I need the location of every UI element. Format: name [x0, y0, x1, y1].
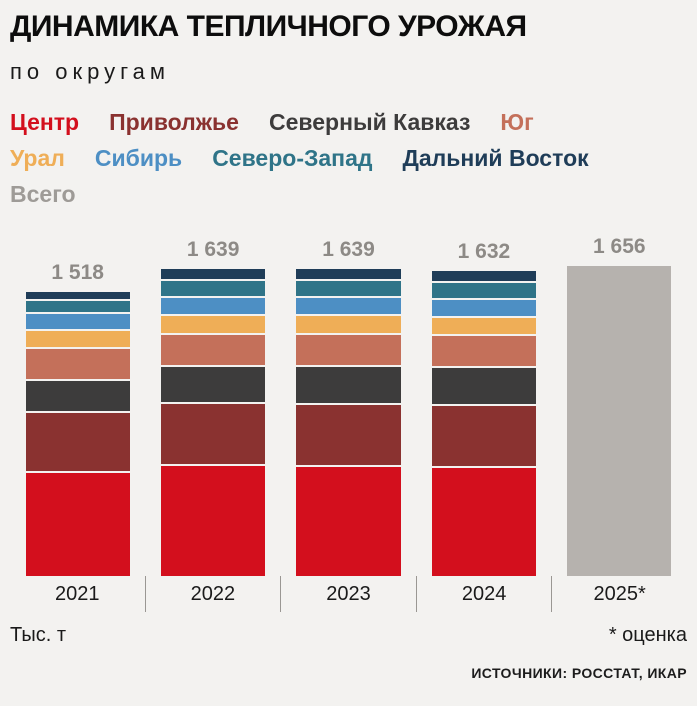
legend-item: Всего	[10, 181, 76, 207]
x-axis-label: 2024	[415, 576, 552, 612]
bar-segment	[25, 313, 130, 331]
bar-segment	[160, 315, 266, 336]
bar-segment	[160, 281, 266, 299]
legend-item: Центр	[10, 109, 80, 135]
y-axis-unit-label: Тыс. т	[10, 624, 66, 646]
legend-item: Северо-Запад	[212, 145, 373, 171]
bar-segment	[25, 291, 130, 301]
x-axis-label: 2022	[144, 576, 281, 612]
bar-segment	[160, 298, 266, 316]
bar-segment	[25, 381, 130, 414]
bar-column: 1 632	[416, 240, 551, 576]
bar-total-label: 1 656	[593, 235, 646, 258]
bar-segment	[431, 299, 537, 318]
bar-segment	[296, 315, 401, 336]
x-axis-label: 2023	[280, 576, 416, 612]
x-axis: 2021 2022 2023 2024 2025*	[10, 576, 687, 612]
bar	[25, 291, 130, 576]
x-axis-label: 2021	[55, 582, 100, 605]
page-subtitle: по округам	[10, 59, 171, 84]
estimate-note: * оценка	[608, 624, 687, 646]
bar-segment	[296, 466, 401, 576]
bar-column: 1 639	[281, 238, 416, 576]
bar-segment	[431, 336, 537, 369]
bar-column: 1 639	[145, 238, 280, 576]
bar-segment	[296, 335, 401, 368]
bar-column: 1 656	[552, 235, 687, 576]
bar	[296, 269, 401, 576]
bar-segment	[160, 335, 266, 368]
bar-segment	[431, 368, 537, 406]
bar	[567, 266, 672, 576]
bar	[431, 270, 537, 576]
bar-segment	[25, 330, 130, 349]
legend-row: Центр Приволжье Северный Кавказ Юг	[10, 109, 687, 136]
estimate-bar-segment	[567, 266, 672, 576]
bar-segment	[431, 468, 537, 576]
bar-segment	[160, 367, 266, 404]
bar-segment	[296, 404, 401, 467]
bar-segment	[296, 367, 401, 405]
bar-total-label: 1 518	[51, 260, 104, 284]
stacked-bar-chart: 1 518 1 639 1 639 1 632 1 656	[10, 228, 687, 576]
bar-segment	[160, 465, 266, 576]
legend-item: Приволжье	[109, 109, 239, 135]
bar-segment	[296, 298, 401, 316]
legend-row: Всего	[10, 181, 687, 208]
bar-total-label: 1 639	[322, 238, 375, 262]
bar-segment	[25, 348, 130, 382]
bar-total-label: 1 632	[457, 239, 511, 263]
bar-segment	[431, 270, 537, 284]
legend: Центр Приволжье Северный Кавказ Юг Урал Сибир…	[10, 109, 687, 208]
legend-item: Дальний Восток	[402, 145, 589, 171]
bar-segment	[431, 283, 537, 300]
bar-segment	[296, 269, 401, 282]
bar-segment	[25, 473, 130, 576]
page-title: ДИНАМИКА ТЕПЛИЧНОГО УРОЖАЯ	[10, 10, 527, 43]
bar-segment	[160, 269, 266, 282]
bar-segment	[25, 300, 130, 314]
x-axis-label: 2025*	[551, 576, 687, 612]
legend-row: Урал Сибирь Северо-Запад Дальний Восток	[10, 145, 687, 172]
sources-line: ИСТОЧНИКИ: РОССТАТ, ИКАР	[471, 665, 687, 681]
bar-column: 1 518	[10, 261, 145, 576]
bar	[160, 269, 266, 576]
bar-segment	[431, 405, 537, 469]
legend-item: Урал	[10, 145, 65, 171]
bar-segment	[296, 281, 401, 299]
legend-item: Сибирь	[94, 145, 183, 171]
bar-total-label: 1 639	[186, 238, 240, 262]
bar-segment	[431, 317, 537, 337]
bar-segment	[160, 403, 266, 466]
legend-item: Юг	[500, 109, 534, 135]
chart-footnotes: Тыс. т * оценка	[10, 624, 687, 647]
legend-item: Северный Кавказ	[268, 109, 471, 135]
bar-segment	[25, 413, 130, 474]
